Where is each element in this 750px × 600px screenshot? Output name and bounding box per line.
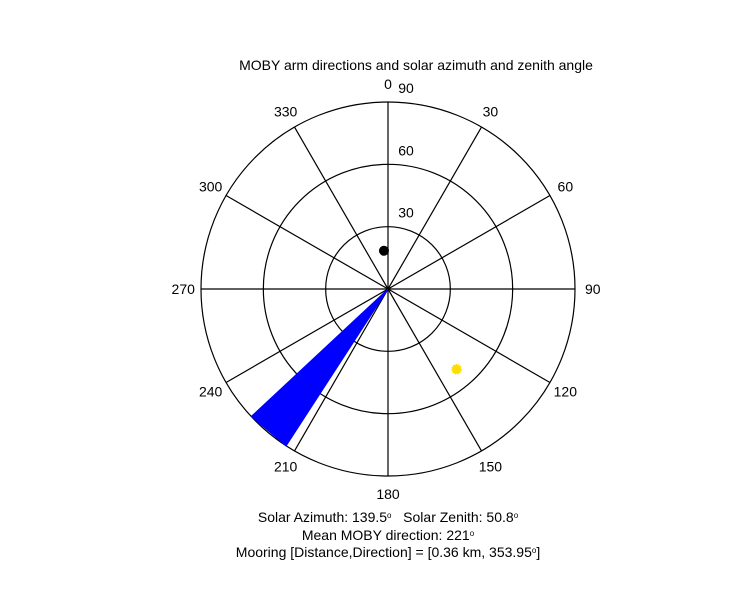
sun-marker (451, 364, 462, 375)
solar-azimuth-label: Solar Azimuth: 139.5 (257, 509, 388, 525)
angle-tick-label: 270 (172, 281, 196, 297)
angle-tick-label: 60 (558, 179, 574, 195)
degree-mark: o (469, 529, 475, 538)
angle-tick-label: 150 (479, 458, 503, 474)
degree-mark: o (513, 511, 519, 520)
angle-tick-label: 210 (274, 458, 298, 474)
mean-direction-caption: Mean MOBY direction: 221o (0, 527, 750, 543)
chart-title: MOBY arm directions and solar azimuth an… (239, 57, 593, 73)
solar-caption: Solar Azimuth: 139.5o Solar Zenith: 50.8… (0, 509, 750, 525)
mooring-bracket: ] (536, 544, 541, 560)
mooring-label: Mooring [Distance,Direction] = [0.36 km,… (235, 544, 532, 560)
degree-mark: o (531, 546, 537, 555)
angle-tick-label: 30 (483, 104, 499, 120)
plot-area: 0 30 60 90 120 150 180 210 240 270 300 330 30 60 90 (172, 76, 601, 502)
angle-tick-label: 180 (376, 486, 400, 502)
mooring-marker (378, 245, 389, 256)
angle-tick-label: 330 (274, 104, 298, 120)
moby-arm-fan (250, 288, 389, 447)
solar-zenith-label: Solar Zenith: 50.8 (403, 509, 514, 525)
radial-tick-label: 60 (398, 142, 414, 158)
angle-tick-label: 120 (554, 383, 578, 399)
degree-mark: o (387, 511, 392, 520)
radial-tick-label: 90 (398, 80, 414, 96)
angle-tick-label: 90 (585, 281, 601, 297)
radial-tick-label: 30 (398, 205, 414, 221)
mooring-caption: Mooring [Distance,Direction] = [0.36 km,… (0, 544, 750, 560)
angle-tick-label: 300 (199, 179, 223, 195)
mean-direction-label: Mean MOBY direction: 221 (301, 527, 470, 543)
angle-tick-label: 240 (199, 383, 223, 399)
angle-tick-label: 0 (384, 76, 392, 92)
